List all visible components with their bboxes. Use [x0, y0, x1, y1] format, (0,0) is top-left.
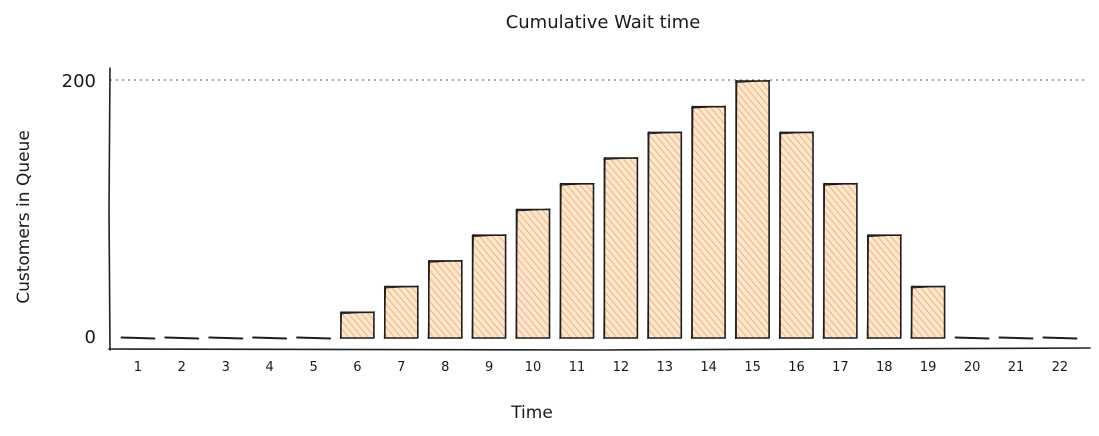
bar-sketch-6: [339, 311, 375, 340]
bar-14: [691, 105, 726, 339]
x-tick-label-15: 15: [744, 360, 761, 375]
x-tick-label-12: 12: [613, 360, 630, 375]
y-tick-label-0: 0: [85, 327, 96, 348]
bar-sketch-15: [735, 79, 771, 340]
bar-sketch-8: [427, 259, 463, 340]
bar-12: [603, 157, 639, 339]
x-tick-label-10: 10: [525, 360, 542, 375]
bar-17: [823, 183, 858, 339]
bar-sketch-16: [778, 131, 814, 340]
y-axis-label: Customers in Queue: [14, 130, 34, 304]
bar-sketch-10: [515, 208, 551, 340]
bar-sketch-12: [603, 157, 639, 340]
x-tick-label-18: 18: [876, 360, 893, 375]
bar-20: [954, 336, 990, 340]
x-tick-label-6: 6: [353, 360, 361, 375]
x-axis-line: [108, 347, 1091, 351]
bar-1: [120, 336, 156, 340]
bar-sketch-7: [383, 285, 419, 340]
bar-16: [779, 131, 814, 339]
x-tick-label-20: 20: [964, 360, 981, 375]
x-tick-label-2: 2: [178, 360, 186, 375]
bar-18: [866, 234, 902, 339]
x-tick-label-8: 8: [441, 360, 449, 375]
bar-sketch-9: [471, 234, 507, 340]
bar-22: [1042, 336, 1078, 340]
x-axis-label: Time: [510, 403, 553, 423]
x-tick-label-3: 3: [222, 360, 230, 375]
bar-5: [296, 336, 332, 340]
bar-sketch-17: [822, 182, 858, 340]
x-tick-label-21: 21: [1008, 360, 1025, 375]
bar-13: [647, 131, 683, 339]
chart-title: Cumulative Wait time: [506, 12, 701, 33]
y-axis-line: [108, 67, 111, 351]
x-tick-labels: 1 2 3 4 5 6 7 8 9 10 11 12 13 14 15 16 17 18 19 20 21 22: [134, 360, 1068, 375]
x-tick-label-4: 4: [265, 360, 273, 375]
bar-sketch-19: [910, 285, 946, 340]
bar-7: [383, 285, 419, 339]
y-tick-label-200: 200: [62, 71, 96, 92]
x-tick-label-17: 17: [832, 360, 849, 375]
x-tick-label-11: 11: [569, 360, 586, 375]
bar-sketch-13: [647, 131, 683, 340]
bar-series: [120, 79, 1078, 340]
bar-2: [164, 336, 200, 340]
bar-sketch-18: [866, 234, 902, 340]
bar-11: [559, 183, 595, 339]
x-tick-label-22: 22: [1052, 360, 1069, 375]
x-tick-label-1: 1: [134, 360, 142, 375]
bar-3: [208, 336, 244, 340]
bar-21: [998, 336, 1034, 340]
x-tick-label-5: 5: [309, 360, 317, 375]
bar-8: [427, 260, 463, 339]
x-tick-label-13: 13: [657, 360, 674, 375]
bar-4: [252, 336, 288, 340]
bar-10: [515, 208, 551, 339]
bar-sketch-11: [559, 182, 595, 340]
x-tick-label-16: 16: [788, 360, 805, 375]
x-tick-label-7: 7: [397, 360, 405, 375]
x-tick-label-9: 9: [485, 360, 493, 375]
bar-9: [471, 234, 507, 339]
bar-sketch-14: [691, 105, 727, 340]
x-tick-label-19: 19: [920, 360, 937, 375]
bar-19: [910, 285, 946, 339]
bar-15: [735, 80, 770, 339]
bar-6: [340, 311, 375, 339]
x-tick-label-14: 14: [700, 360, 717, 375]
